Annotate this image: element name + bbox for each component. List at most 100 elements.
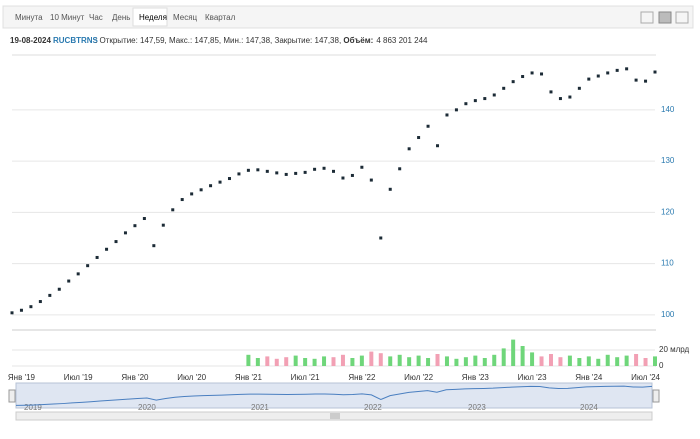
price-mark [426,124,430,128]
price-mark [114,240,118,244]
nav-handle[interactable] [8,389,16,403]
volume-bar [444,356,449,366]
price-mark [511,80,515,84]
price-mark [360,165,364,169]
tab[interactable]: Квартал [205,13,236,22]
price-mark [445,113,449,117]
price-mark [237,172,241,176]
volume-bar [416,355,421,366]
chart-icon[interactable] [640,11,654,24]
price-mark [596,74,600,78]
volume-bar [520,346,525,366]
volume-bar [653,356,657,366]
nav-label: 2024 [580,403,598,412]
price-mark [407,147,411,151]
v-tick-label: 20 млрд [659,345,690,354]
volume-bar [596,358,601,366]
price-mark [190,192,194,196]
price-mark [246,168,250,172]
x-tick-label: Июл '22 [404,373,433,382]
price-mark [265,169,269,173]
volume-bar [501,348,506,366]
y-tick-label: 140 [661,105,675,114]
price-mark [209,184,213,188]
volume-bar [586,356,591,366]
price-mark [199,188,203,192]
price-mark [350,173,354,177]
volume-bar [246,354,251,366]
navigator[interactable] [15,382,653,409]
x-tick-label: Янв '24 [575,373,603,382]
navigator-line [15,385,653,406]
price-mark [644,79,648,83]
price-mark [180,198,184,202]
nav-handle[interactable] [652,389,660,403]
price-mark [95,255,99,259]
price-mark [341,176,345,180]
info-prices: : Открытие: 147,59, Макс.: 147,85, Мин.:… [95,36,343,45]
nav-label: 2020 [138,403,156,412]
price-mark [10,311,14,315]
volume-bar [539,356,544,366]
price-mark [313,167,317,171]
price-mark [502,86,506,90]
price-mark [284,172,288,176]
volume-bar [454,358,459,366]
chart-icon[interactable] [675,11,689,24]
price-mark [587,77,591,81]
price-mark [294,171,298,175]
volume-bar [463,357,468,366]
price-mark [634,78,638,82]
volume-bar [482,358,487,366]
price-mark [218,180,222,184]
volume-bar [473,355,478,366]
tab[interactable]: 10 Минут [50,13,85,22]
price-mark [57,287,61,291]
price-mark [473,99,477,103]
price-mark [521,75,525,79]
y-tick-label: 110 [661,259,674,268]
toolbar [2,5,694,29]
tab[interactable]: Неделя [139,13,167,22]
tab[interactable]: Месяц [173,13,198,22]
volume-bar [293,355,298,366]
x-tick-label: Июл '21 [291,373,320,382]
volume-bar [548,354,553,366]
tab[interactable]: День [112,13,130,22]
x-tick-label: Янв '19 [8,373,36,382]
price-mark [577,86,581,90]
volume-bar [255,358,260,366]
price-mark [322,166,326,170]
nav-label: 2019 [24,403,42,412]
volume-bar [605,354,610,366]
scroll-thumb[interactable] [330,413,340,419]
info-text: : Открытие: 147,59, Макс.: 147,85, Мин.:… [95,36,428,45]
tab[interactable]: Минута [15,13,43,22]
volume-bar [312,358,317,366]
volume-bar [340,354,345,366]
volume-bar [331,357,336,366]
price-mark [492,93,496,97]
chart-icon[interactable] [658,11,672,24]
nav-label: 2022 [364,403,382,412]
price-mark [379,236,383,240]
volume-bar [567,355,572,366]
volume-bar [369,351,374,366]
y-tick-label: 120 [661,207,675,216]
price-mark [142,217,146,221]
price-mark [332,169,335,173]
volume-bar [435,354,440,366]
nav-label: 2023 [468,403,486,412]
price-mark [436,144,440,148]
volume-bar [426,358,431,366]
volume-bar [624,355,629,366]
tab[interactable]: Час [89,13,103,22]
price-mark [653,70,657,74]
price-mark [227,177,231,181]
price-mark [530,71,534,75]
price-mark [67,279,71,283]
volume-bar [359,355,364,366]
price-mark [171,208,175,212]
price-mark [625,67,629,71]
